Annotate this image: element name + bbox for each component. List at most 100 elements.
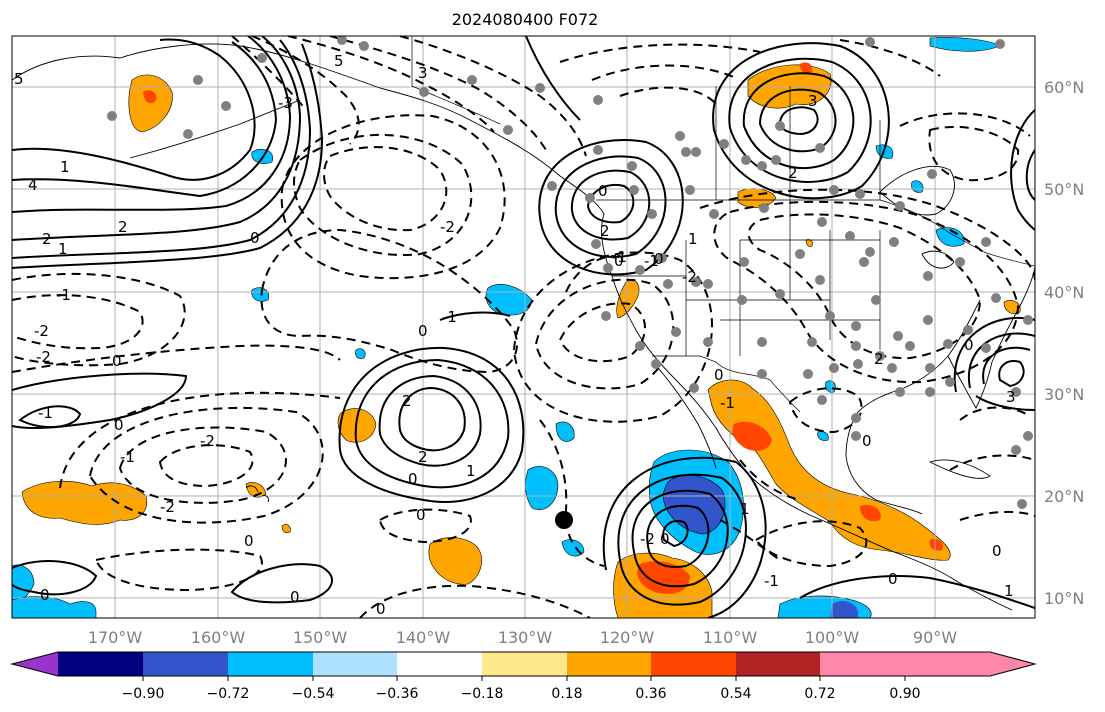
contour-neg-us-3 (699, 188, 1035, 281)
contour-label: 0 (660, 530, 670, 548)
contour-neg-mex-2 (739, 459, 801, 501)
contour-neg-ca-4 (539, 419, 605, 567)
coast-greatlakes (921, 250, 955, 269)
shade-navy-eq (830, 601, 858, 618)
shade-red-bering (143, 90, 157, 104)
contour-label: 0 (614, 252, 624, 270)
contour-label: 0 (244, 532, 254, 550)
contour-neg-us-2 (713, 200, 1020, 384)
contour-label: -2 (36, 348, 51, 366)
contour-neg-south-1 (94, 548, 263, 592)
lat-label: 30°N (1044, 385, 1084, 404)
shade-orange-atl (1003, 300, 1021, 314)
colorbar-segment (567, 652, 651, 676)
colorbar-label: −0.18 (461, 686, 504, 702)
contour-mex-low-4 (617, 473, 747, 606)
lon-label: 120°W (600, 628, 655, 647)
shade-blue-ne (935, 227, 965, 247)
contour-bc-3 (554, 155, 667, 258)
contour-neg-pac-zero (260, 228, 518, 374)
contour-label: 1 (740, 500, 750, 518)
contour-high-pac-1 (398, 386, 466, 452)
lat-label: 50°N (1044, 180, 1084, 199)
contour-neg-alaska-4 (329, 36, 547, 151)
contour-canada-1 (778, 106, 819, 136)
contour-label: -2 (440, 218, 455, 236)
colorbar-segment (58, 652, 143, 676)
contour-label: 2 (42, 230, 52, 248)
contour-label: -1 (644, 252, 659, 270)
lat-label: 20°N (1044, 487, 1084, 506)
colorbar-ticks (142, 676, 906, 681)
contour-mex-low-5 (602, 456, 767, 618)
coast-baja (657, 367, 717, 469)
latitude-labels: 60°N 50°N 40°N 30°N 20°N 10°N (1044, 78, 1084, 608)
contour-label: 3 (1006, 388, 1016, 406)
contour-label: 0 (114, 416, 124, 434)
station-points (107, 36, 1033, 509)
contour-labels: 5 4 2 1 0 -1 -2 -2 -1 0 2 1 0 -2 0 -2 -1… (14, 52, 1016, 618)
lon-label: 110°W (703, 628, 758, 647)
contour-neg-south-3 (378, 508, 472, 544)
colorbar-extend-low (12, 652, 58, 676)
contour-canada-3 (742, 72, 855, 170)
contour-canada-4 (728, 57, 872, 183)
contour-neg-mex-3 (754, 520, 868, 568)
contour-label: 0 (416, 506, 426, 524)
coast-cuba (928, 459, 991, 479)
contour-label: 3 (418, 64, 428, 82)
contour-bering-1 (12, 38, 256, 181)
contour-bc-2 (570, 169, 651, 241)
lon-label: 150°W (293, 628, 348, 647)
contour-neg-ca-n-2 (591, 64, 737, 81)
contour-east-4 (953, 316, 1035, 393)
shade-orange-hawaii-small (281, 524, 291, 534)
contour-ne-2 (1025, 149, 1035, 201)
coast-hawaii (245, 485, 269, 503)
colorbar-label: −0.54 (292, 686, 335, 702)
border-alaska-canada (411, 36, 501, 125)
shade-red-mexico1 (732, 421, 772, 451)
contour-label: 0 (408, 470, 418, 488)
contour-pac-1 (439, 311, 511, 321)
contour-east-5 (975, 395, 1035, 411)
contour-label: 5 (14, 70, 24, 88)
colorbar-outline (10, 651, 1037, 677)
contour-label: 2 (402, 392, 412, 410)
coast-eastcoast (991, 265, 1035, 363)
contour-label: 1 (466, 462, 476, 480)
shade-orange-mexico (707, 379, 951, 561)
colorbar-label: 0.36 (635, 686, 666, 702)
contour-label: -1 (764, 572, 779, 590)
contour-label: 3 (808, 92, 818, 110)
colorbar-segment (651, 652, 736, 676)
contour-label: 0 (418, 322, 428, 340)
contour-label: -1 (56, 286, 71, 304)
contour-ak-zero (12, 43, 324, 269)
contour-label: 2 (418, 448, 428, 466)
contour-label: 0 (862, 432, 872, 450)
coast-aleutians (129, 99, 301, 159)
contour-label: 4 (28, 176, 38, 194)
shade-orange-pac (337, 408, 377, 443)
contour-sw-2 (12, 372, 188, 429)
lat-label: 10°N (1044, 589, 1084, 608)
contour-label: 5 (334, 52, 344, 70)
contour-neg-west-1 (12, 294, 144, 350)
lon-label: 160°W (191, 628, 246, 647)
contour-east-2 (982, 346, 1031, 385)
contour-neg-mex-4 (719, 519, 781, 561)
contour-label: -2 (160, 498, 175, 516)
colorbar-label: 0.90 (889, 686, 920, 702)
colorbar-segment (820, 652, 905, 676)
map-frame (11, 35, 1036, 619)
contour-label: -2 (34, 322, 49, 340)
contour-label: -1 (120, 448, 135, 466)
contour-label: -2 (682, 268, 697, 286)
colorbar-label: −0.72 (207, 686, 250, 702)
contour-mex-low-2 (646, 504, 710, 568)
contour-label: 2 (118, 218, 128, 236)
contour-neg-mid-2 (118, 426, 287, 504)
contour-bering-3 (12, 36, 292, 213)
